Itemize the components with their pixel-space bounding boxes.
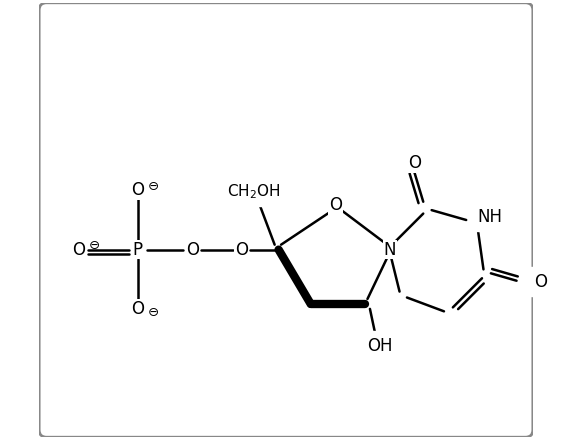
Text: O: O — [235, 241, 248, 259]
Text: OH: OH — [367, 337, 392, 355]
Text: O: O — [534, 273, 547, 291]
Text: O: O — [186, 241, 198, 259]
Text: O: O — [132, 181, 144, 199]
Text: NH: NH — [478, 208, 503, 226]
Text: O: O — [408, 154, 421, 172]
Text: N: N — [383, 241, 396, 259]
Text: O: O — [329, 196, 342, 214]
Text: P: P — [133, 241, 143, 259]
Text: O: O — [132, 300, 144, 318]
Text: O: O — [72, 241, 85, 259]
Text: CH$_2$OH: CH$_2$OH — [227, 182, 281, 201]
Text: ⊖: ⊖ — [89, 239, 100, 252]
Text: ⊖: ⊖ — [148, 180, 159, 193]
FancyBboxPatch shape — [39, 3, 533, 437]
Text: ⊖: ⊖ — [148, 306, 159, 319]
